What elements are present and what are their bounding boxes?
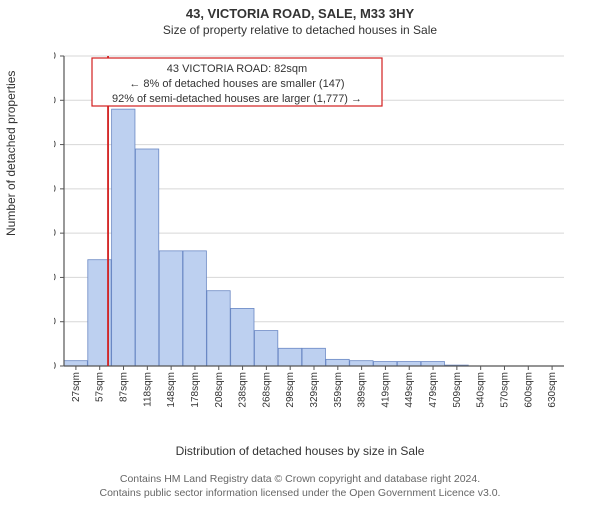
- y-tick-label: 0: [54, 361, 56, 372]
- histogram-bar: [231, 308, 254, 366]
- footer-line-2: Contains public sector information licen…: [0, 486, 600, 500]
- x-tick-label: 630sqm: [547, 372, 558, 408]
- histogram-bar: [135, 149, 158, 366]
- annotation-line: 43 VICTORIA ROAD: 82sqm: [167, 63, 307, 75]
- page-subtitle: Size of property relative to detached ho…: [0, 23, 600, 37]
- x-tick-label: 148sqm: [166, 372, 177, 408]
- annotation-line: 92% of semi-detached houses are larger (…: [112, 93, 362, 105]
- x-tick-label: 540sqm: [476, 372, 487, 408]
- histogram-bar: [397, 362, 420, 366]
- x-tick-label: 359sqm: [333, 372, 344, 408]
- x-tick-label: 298sqm: [285, 372, 296, 408]
- y-axis-label: Number of detached properties: [4, 71, 18, 236]
- histogram-chart: 0 100 200 300 400 500 600 700 27sqm 57sqm 87sqm 118…: [54, 52, 574, 422]
- x-tick-label: 268sqm: [261, 372, 272, 408]
- chart-container: 0 100 200 300 400 500 600 700 27sqm 57sqm 87sqm 118…: [54, 52, 574, 422]
- x-tick-label: 208sqm: [214, 372, 225, 408]
- x-tick-label: 87sqm: [119, 372, 130, 402]
- x-tick-label: 389sqm: [357, 372, 368, 408]
- histogram-bar: [159, 251, 182, 366]
- histogram-bar: [64, 361, 87, 366]
- x-tick-label: 118sqm: [142, 372, 153, 407]
- x-tick-label: 57sqm: [95, 372, 106, 402]
- page-title: 43, VICTORIA ROAD, SALE, M33 3HY: [0, 6, 600, 21]
- footer-attribution: Contains HM Land Registry data © Crown c…: [0, 472, 600, 500]
- x-tick-label: 419sqm: [380, 372, 391, 408]
- y-tick-label: 700: [54, 52, 56, 62]
- y-tick-label: 500: [54, 140, 56, 151]
- histogram-bar: [183, 251, 206, 366]
- annotation-line: ← 8% of detached houses are smaller (147…: [129, 78, 344, 90]
- x-tick-label: 27sqm: [71, 372, 82, 402]
- x-tick-label: 570sqm: [499, 372, 510, 408]
- histogram-bar: [278, 348, 301, 366]
- y-tick-label: 400: [54, 184, 56, 195]
- y-tick-label: 600: [54, 95, 56, 106]
- y-tick-label: 300: [54, 228, 56, 239]
- x-tick-label: 509sqm: [452, 372, 463, 408]
- x-tick-label: 329sqm: [309, 372, 320, 408]
- histogram-bar: [254, 331, 277, 366]
- histogram-bar: [374, 362, 397, 366]
- x-tick-label: 449sqm: [404, 372, 415, 408]
- x-tick-label: 238sqm: [238, 372, 249, 408]
- x-tick-label: 479sqm: [428, 372, 439, 408]
- y-tick-label: 100: [54, 317, 56, 328]
- histogram-bar: [326, 359, 349, 366]
- x-axis-label: Distribution of detached houses by size …: [0, 444, 600, 458]
- histogram-bar: [207, 291, 230, 366]
- histogram-bar: [350, 361, 373, 366]
- histogram-bar: [112, 109, 135, 366]
- footer-line-1: Contains HM Land Registry data © Crown c…: [0, 472, 600, 486]
- histogram-bar: [421, 362, 444, 366]
- x-tick-label: 600sqm: [523, 372, 534, 408]
- histogram-bar: [302, 348, 325, 366]
- x-tick-label: 178sqm: [190, 372, 201, 408]
- y-tick-label: 200: [54, 272, 56, 283]
